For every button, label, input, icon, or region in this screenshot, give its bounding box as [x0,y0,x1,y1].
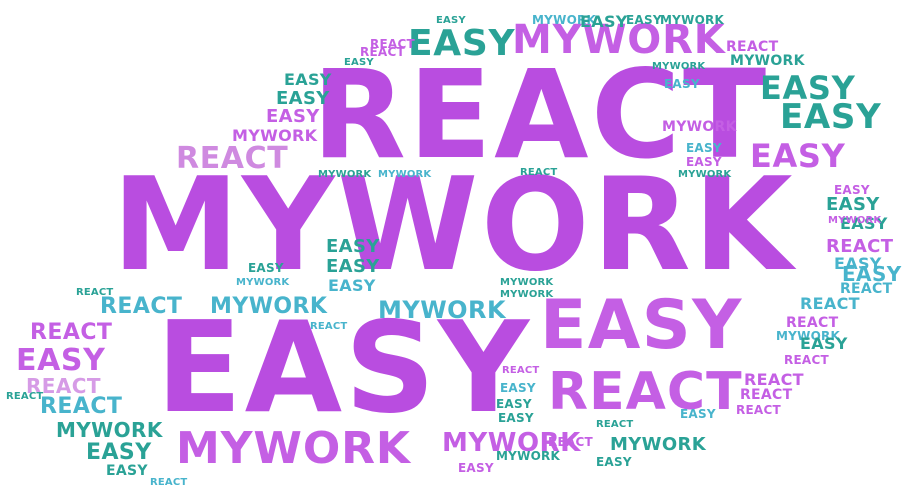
word-easy-right-2: EASY [780,97,882,137]
word-mywork-right-1: MYWORK [662,119,737,135]
word-mywork-left-small: MYWORK [232,126,318,145]
word-mywork-mid-tiny: MYWORK [236,277,290,288]
word-easy-right-small-6: EASY [834,254,882,273]
word-easy-right-small-7: EASY [842,262,902,286]
word-easy-mid-1: EASY [326,236,380,257]
word-easy-medium-top: EASY [408,23,516,64]
word-easy-right-3: EASY [750,137,846,175]
word-react-left-small-3: REACT [40,394,123,419]
word-easy-top-1: EASY [436,15,466,26]
word-easy-right-small-9: EASY [680,407,716,421]
word-easy-tiny-mid-3: EASY [498,411,534,425]
word-easy-right-small-10: EASY [596,455,632,469]
word-react-left-tiny: REACT [76,287,114,298]
word-easy-left-small: EASY [16,343,106,378]
word-react-left-small-2: REACT [26,374,101,398]
word-easy-mid-2: EASY [326,256,380,277]
word-mywork-medium-bottom: MYWORK [176,423,411,474]
word-mywork-top-1: MYWORK [532,13,597,27]
word-easy-medium: EASY [540,286,743,365]
word-react-right-8: REACT [736,403,781,417]
word-mywork-right-4: MYWORK [776,329,841,343]
word-easy-left-2: EASY [276,88,330,109]
word-react-left-tiny-2: REACT [6,391,44,402]
word-react-tiny-mid-3: REACT [502,365,540,376]
word-easy-right-1: EASY [760,69,856,107]
word-mywork-mid-tiny-3: MYWORK [500,289,554,300]
word-react-right-4: REACT [786,315,839,331]
word-mywork-mid-tiny-2: MYWORK [500,277,554,288]
word-react-right-5: REACT [784,353,829,367]
word-react-right-6: REACT [744,370,804,389]
word-react-right-1: REACT [826,236,894,257]
word-easy-top-4: EASY [344,57,374,68]
word-react-tiny-mid: REACT [310,321,348,332]
word-easy-left-small-2: EASY [86,440,152,465]
word-react-left-small-1: REACT [30,320,113,345]
word-easy-tiny-mid-2: EASY [496,397,532,411]
word-easy-mid-3: EASY [328,276,376,295]
word-react-right-2: REACT [840,281,893,297]
word-mywork-tiny-left: MYWORK [318,169,372,180]
word-easy-top-3: EASY [626,13,662,27]
word-mywork-top-4: MYWORK [652,61,706,72]
word-easy-tiny-mid: EASY [500,381,536,395]
word-react-right-7: REACT [740,387,793,403]
word-react-top-1: REACT [370,37,415,51]
word-easy-top-2: EASY [580,12,628,31]
word-mywork-tiny-left-2: MYWORK [378,169,432,180]
word-easy-bottom-1: EASY [458,461,494,475]
word-mywork-top-2: MYWORK [660,13,725,27]
word-react-medium: REACT [548,362,743,422]
word-react-tiny-mid-2: REACT [520,167,558,178]
word-mywork-right-3: MYWORK [828,215,882,226]
word-react-bottom-tiny: REACT [150,477,188,488]
word-react-teal-mid: REACT [100,294,183,319]
word-react-top-3: REACT [360,45,405,59]
word-mywork-medium-top: MYWORK [512,17,726,63]
word-easy-right-small-3: EASY [834,183,870,197]
word-mywork-right-2: MYWORK [678,169,732,180]
word-react-large: REACT [312,44,769,186]
word-easy-left-3: EASY [266,106,320,127]
word-easy-left-1: EASY [284,70,332,89]
word-react-right-9: REACT [596,419,634,430]
word-react-right-10: REACT [548,435,593,449]
word-mywork-right-5: MYWORK [610,434,707,455]
word-mywork-top-3: MYWORK [730,53,805,69]
word-mywork-left-small-2: MYWORK [56,418,163,442]
word-easy-right-small-8: EASY [800,334,848,353]
word-react-top-2: REACT [726,39,779,55]
word-easy-right-small-1: EASY [686,141,722,155]
word-mywork-large: MYWORK [112,151,796,300]
word-react-left: REACT [176,141,289,176]
word-easy-left-tiny: EASY [106,463,148,479]
word-mywork-teal-mid: MYWORK [210,294,328,319]
word-easy-right-small-5: EASY [840,214,888,233]
word-react-right-3: REACT [800,294,860,313]
word-easy-right-small-4: EASY [826,194,880,215]
word-easy-top-5: EASY [664,77,700,91]
word-mywork-teal-mid-2: MYWORK [378,296,507,324]
word-easy-right-small-2: EASY [686,155,722,169]
word-mywork-bottom-mid: MYWORK [442,428,581,458]
word-mywork-right-6: MYWORK [496,449,561,463]
word-easy-large: EASY [156,294,532,441]
word-easy-mid-tiny: EASY [248,261,284,275]
